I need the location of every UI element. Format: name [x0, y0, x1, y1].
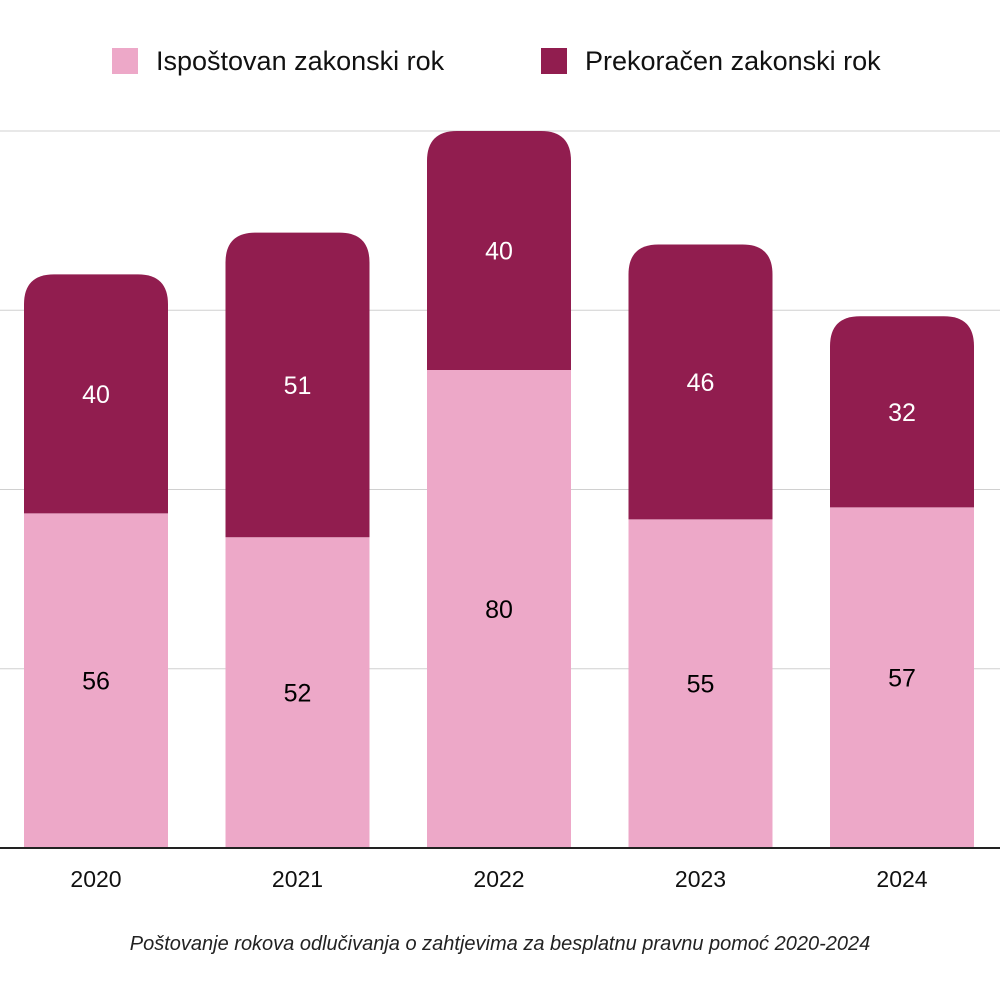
- x-tick-label-2023: 2023: [675, 866, 726, 892]
- bar-segment-2024-series-1: [830, 507, 974, 848]
- bar-segment-2024-series-2: [830, 316, 974, 508]
- legend-swatch-series-2: [541, 48, 567, 74]
- legend-swatch-series-1: [112, 48, 138, 74]
- data-label-2020-series-2: 40: [82, 381, 110, 409]
- x-tick-label-2022: 2022: [473, 866, 524, 892]
- data-label-2021-series-2: 51: [284, 372, 312, 400]
- bar-segment-2020-series-2: [24, 274, 168, 514]
- bar-segment-2022-series-1: [427, 370, 571, 848]
- x-tick-label-2024: 2024: [876, 866, 927, 892]
- legend: Ispoštovan zakonski rok Prekoračen zakon…: [0, 40, 1000, 82]
- x-tick-label-2020: 2020: [70, 866, 121, 892]
- bar-segment-2023-series-2: [628, 244, 773, 520]
- legend-label-series-1: Ispoštovan zakonski rok: [156, 45, 445, 76]
- bar-segment-2021-series-2: [225, 232, 370, 538]
- bar-segment-2022-series-2: [427, 131, 571, 370]
- data-label-2020-series-1: 56: [82, 668, 110, 696]
- legend-item-series-1: Ispoštovan zakonski rok: [112, 40, 444, 82]
- data-label-2022-series-1: 80: [485, 596, 513, 624]
- chart-caption: Poštovanje rokova odlučivanja o zahtjevi…: [129, 933, 871, 955]
- legend-item-series-2: Prekoračen zakonski rok: [541, 40, 881, 82]
- x-tick-label-2021: 2021: [272, 866, 323, 892]
- data-label-2022-series-2: 40: [485, 238, 513, 266]
- data-label-2023-series-1: 55: [687, 671, 715, 699]
- data-label-2024-series-1: 57: [888, 665, 916, 693]
- bar-segment-2023-series-1: [628, 519, 773, 848]
- data-label-2021-series-1: 52: [284, 680, 312, 708]
- legend-label-series-2: Prekoračen zakonski rok: [585, 45, 881, 76]
- data-label-2024-series-2: 32: [888, 399, 916, 427]
- data-label-2023-series-2: 46: [687, 369, 715, 397]
- bar-segment-2021-series-1: [225, 537, 370, 848]
- bar-segment-2020-series-1: [24, 513, 168, 848]
